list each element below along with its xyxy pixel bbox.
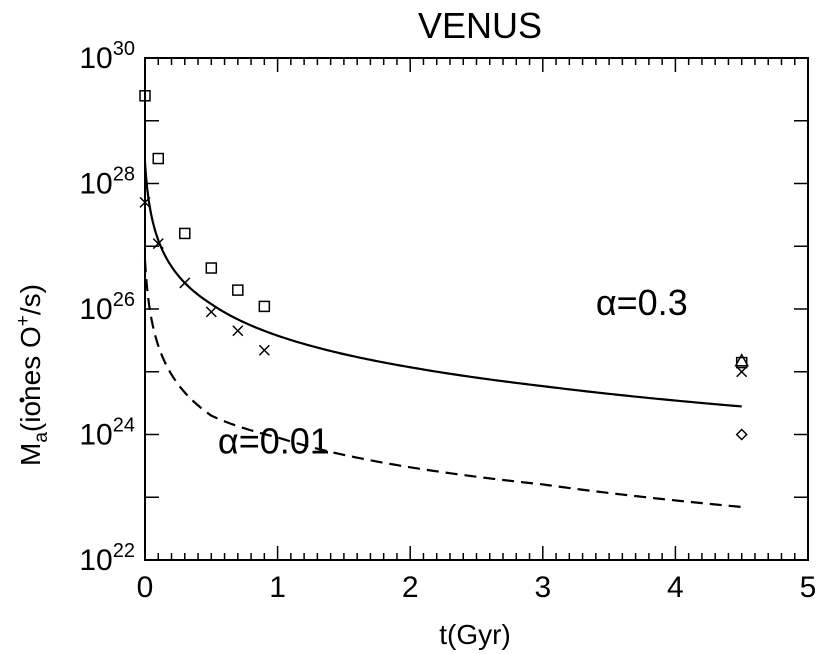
series-line-alpha-001 [143,260,742,509]
y-tick-label-exponent: 28 [113,164,135,186]
plot-frame [144,57,809,561]
y-tick-label-exponent: 22 [113,540,135,562]
x-marker [736,366,748,378]
x-marker-stroke [152,238,164,250]
x-marker [139,196,151,208]
x-marker-stroke [258,344,270,356]
x-axis-label: t(Gyr) [439,619,511,650]
y-tick-label-base: 10 [79,544,112,577]
triangle-marker [734,353,749,367]
x-tick-label: 1 [269,571,286,604]
x-marker-stroke [232,325,244,337]
y-axis-label: Ma(iones O+/s) [13,284,52,466]
x-marker [152,238,164,250]
y-tick-label-base: 10 [79,168,112,201]
annotations: α=0.3 α=0.01 [218,282,688,461]
square-marker [139,90,151,102]
square-marker [152,152,165,165]
data-markers [139,90,749,441]
y-tick-label: 1022 [79,540,135,577]
x-marker-stroke [736,366,748,378]
x-marker-stroke [179,277,191,289]
y-tick-label: 1026 [79,289,135,326]
y-axis-label-sub: a [31,432,52,443]
y-tick-label: 1024 [79,415,135,452]
y-axis-label-main: M [15,443,46,466]
y-tick-label-exponent: 30 [113,38,135,60]
diamond-marker [735,428,748,441]
x-marker-stroke [205,306,217,318]
square-marker [232,284,244,296]
square-marker [205,262,218,274]
curve-annotation: α=0.01 [218,420,330,461]
y-axis-label-tail: /s) [15,284,46,315]
x-marker [258,344,270,356]
y-tick-label-exponent: 26 [113,289,135,311]
chart-title: VENUS [418,5,542,46]
y-tick-label-base: 10 [79,419,112,452]
square-marker [258,300,271,313]
x-marker-stroke [139,196,151,208]
plot-border [144,57,809,561]
y-tick-label: 1028 [79,164,135,201]
y-tick-label: 1030 [79,38,135,75]
y-axis-label-rest: (iones O [15,326,46,432]
svg-text:Ma(iones O+/s): Ma(iones O+/s) [13,284,52,466]
x-marker [179,277,191,289]
axis-ticks [144,57,809,561]
x-tick-label: 2 [402,571,419,604]
x-tick-labels: 0 1 2 3 4 5 [137,571,817,604]
x-marker [205,306,217,318]
x-marker [232,325,244,337]
x-tick-label: 4 [667,571,684,604]
x-tick-label: 0 [137,571,154,604]
y-tick-label-base: 10 [79,293,112,326]
y-tick-label-base: 10 [79,42,112,75]
y-tick-label-exponent: 24 [113,415,135,437]
square-marker [179,227,191,240]
x-tick-label: 3 [534,571,551,604]
y-axis-label-sup: + [13,315,34,326]
y-axis-label-dot [19,397,25,403]
x-tick-label: 5 [800,571,817,604]
curve-annotation: α=0.3 [596,282,688,323]
